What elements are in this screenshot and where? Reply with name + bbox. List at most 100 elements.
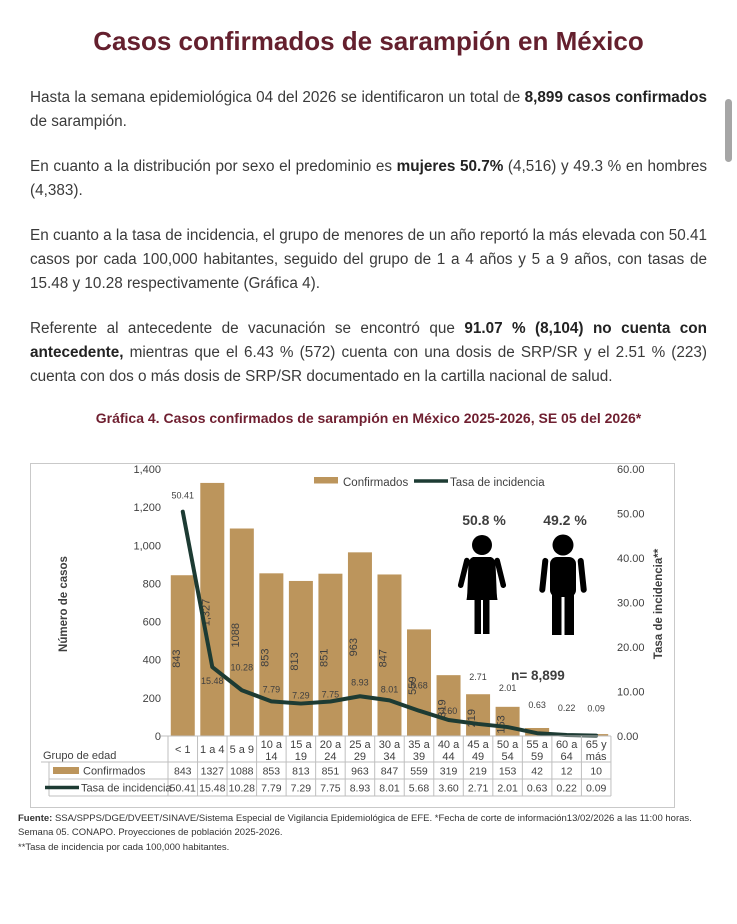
table-cell-confirmados: 1327 xyxy=(201,766,225,778)
table-row-label-confirmados: Confirmados xyxy=(83,766,146,778)
male-icon xyxy=(539,558,549,593)
male-icon xyxy=(552,594,562,636)
table-cell-incidencia: 7.79 xyxy=(261,783,282,795)
scrollbar-thumb[interactable] xyxy=(725,99,732,162)
footnote-line: Fuente: SSA/SPPS/DGE/DVEET/SINAVE/Sistem… xyxy=(18,812,737,826)
table-row-header-title: Grupo de edad xyxy=(43,750,116,762)
footnote-line: Semana 05. CONAPO. Proyecciones de pobla… xyxy=(18,826,737,840)
bar-confirmados xyxy=(288,581,313,737)
category-label: 34 xyxy=(383,751,395,763)
category-label: 35 a xyxy=(408,739,430,751)
text-run: mientras que el 6.43 % (572) cuenta con … xyxy=(30,344,707,386)
category-label: 65 y xyxy=(586,739,607,751)
line-value-label: 2.01 xyxy=(499,683,517,693)
bar-value-label: 319 xyxy=(437,700,449,718)
line-value-label: 5.68 xyxy=(410,681,428,691)
right-axis-tick: 40.00 xyxy=(617,553,645,565)
category-label: 59 xyxy=(531,751,543,763)
legend-label-confirmados: Confirmados xyxy=(343,477,408,489)
table-cell-confirmados: 42 xyxy=(531,766,543,778)
female-icon xyxy=(474,600,481,635)
line-value-label: 0.09 xyxy=(587,704,605,714)
text-run: de sarampión. xyxy=(30,113,127,131)
category-label: 29 xyxy=(354,751,366,763)
table-cell-confirmados: 843 xyxy=(174,766,192,778)
category-label: 45 a xyxy=(467,739,489,751)
category-label: 44 xyxy=(442,751,454,763)
table-cell-confirmados: 153 xyxy=(499,766,517,778)
right-axis-tick: 20.00 xyxy=(617,642,645,654)
category-label: 24 xyxy=(324,751,336,763)
bar-value-label: 813 xyxy=(289,652,301,670)
left-axis-tick: 1,000 xyxy=(133,540,161,552)
table-cell-incidencia: 50.41 xyxy=(170,783,196,795)
table-row-label-incidencia: Tasa de incidencia xyxy=(81,783,172,795)
left-axis-tick: 800 xyxy=(143,579,161,591)
body-paragraphs: Hasta la semana epidemiológica 04 del 20… xyxy=(30,86,707,389)
right-axis-tick: 50.00 xyxy=(617,509,645,521)
incidence-line xyxy=(180,509,599,738)
text-run: Hasta la semana epidemiológica 04 del 20… xyxy=(30,89,525,106)
male-icon xyxy=(577,558,587,593)
table-legend-swatch-confirmados xyxy=(53,767,79,775)
table-cell-confirmados: 10 xyxy=(590,766,602,778)
left-axis-tick: 0 xyxy=(155,731,161,743)
line-value-label: 8.93 xyxy=(351,677,369,687)
category-label: 50 a xyxy=(497,739,519,751)
bar-confirmados xyxy=(377,574,402,737)
page-title: Casos confirmados de sarampión en México xyxy=(93,26,644,56)
table-cell-confirmados: 559 xyxy=(410,766,428,778)
bar-confirmados xyxy=(407,629,432,737)
right-axis-tick: 0.00 xyxy=(617,731,638,743)
table-cell-confirmados: 12 xyxy=(561,766,573,778)
bar-confirmados xyxy=(259,573,284,737)
line-value-label: 3.60 xyxy=(440,706,458,716)
bar-value-label: 851 xyxy=(318,649,330,667)
table-cell-incidencia: 0.22 xyxy=(556,783,577,795)
bar-confirmados xyxy=(170,575,195,737)
category-label: < 1 xyxy=(175,744,191,756)
line-value-label: 15.48 xyxy=(201,676,224,686)
table-cell-confirmados: 851 xyxy=(322,766,340,778)
female-icon xyxy=(472,535,492,556)
bar-value-label: 1088 xyxy=(230,623,242,647)
paragraph: En cuanto a la distribución por sexo el … xyxy=(30,155,707,203)
category-label: 19 xyxy=(295,751,307,763)
line-value-label: 50.41 xyxy=(171,491,194,501)
male-icon xyxy=(564,594,574,636)
table-cell-incidencia: 5.68 xyxy=(409,783,430,795)
right-axis-title: Tasa de incidencia** xyxy=(653,548,665,659)
category-label: 5 a 9 xyxy=(230,744,254,756)
line-value-label: 7.29 xyxy=(292,691,310,701)
category-label: 14 xyxy=(265,751,277,763)
legend-label-incidencia: Tasa de incidencia xyxy=(450,477,545,489)
table-cell-incidencia: 8.01 xyxy=(379,783,400,795)
bold-text-run: 8,899 casos confirmados xyxy=(524,89,708,106)
category-label: 39 xyxy=(413,751,425,763)
line-value-label: 8.01 xyxy=(381,685,399,695)
right-axis-tick: 10.00 xyxy=(617,687,645,699)
paragraph: Referente al antecedente de vacunación s… xyxy=(30,317,707,389)
table-cell-confirmados: 847 xyxy=(381,766,399,778)
female-percentage: 50.8 % xyxy=(462,512,506,528)
table-cell-confirmados: 963 xyxy=(351,766,369,778)
bar-value-label: 847 xyxy=(377,649,389,667)
chart-title: Gráfica 4. Casos confirmados de sarampió… xyxy=(95,410,642,427)
bar-confirmados xyxy=(347,552,372,737)
table-cell-incidencia: 10.28 xyxy=(229,783,255,795)
left-axis-tick: 1,400 xyxy=(133,464,161,476)
paragraph: En cuanto a la tasa de incidencia, el gr… xyxy=(30,224,707,296)
table-cell-confirmados: 319 xyxy=(440,766,458,778)
right-axis-tick: 60.00 xyxy=(617,464,645,476)
left-axis-title: Número de casos xyxy=(58,556,70,652)
bold-text-run: 91.07 % (8,104) no cuenta con antecedent… xyxy=(30,320,707,362)
bold-text-run: mujeres 50.7% xyxy=(396,158,504,176)
bar-confirmados xyxy=(318,573,343,737)
bar-confirmados xyxy=(229,528,254,737)
line-value-label: 7.75 xyxy=(322,690,340,700)
male-icon xyxy=(552,534,574,556)
left-axis-tick: 200 xyxy=(143,693,161,705)
category-label: 60 a xyxy=(556,739,578,751)
category-label: 40 a xyxy=(438,739,460,751)
